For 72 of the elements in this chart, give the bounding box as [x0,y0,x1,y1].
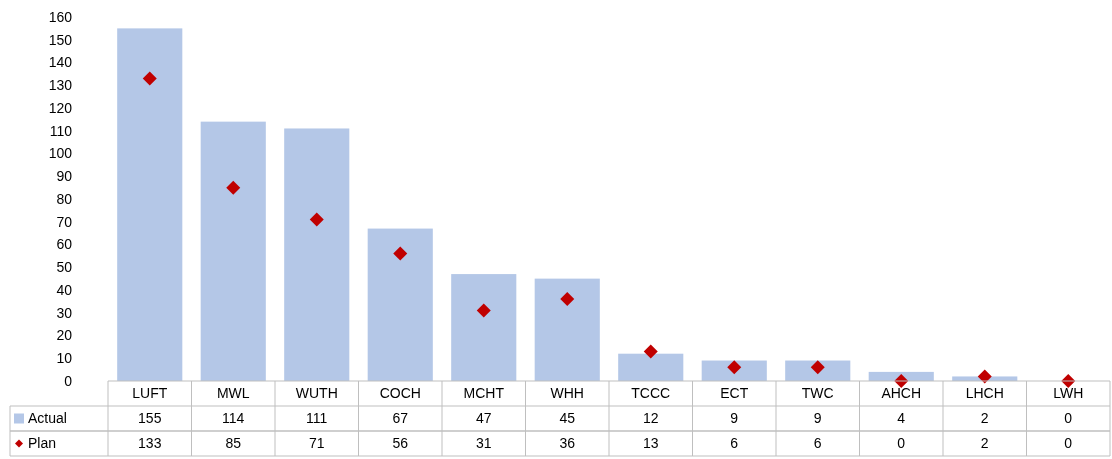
point [727,360,742,375]
data-label: 2 [980,435,989,452]
x-tick-label: TWC [801,385,834,402]
point [226,180,241,195]
y-tick-label: 30 [56,304,73,321]
y-tick-label: 10 [56,350,73,367]
data-label: 133 [138,435,162,452]
data-label: 56 [392,435,409,452]
point [309,212,324,227]
x-tick-label: LWH [1053,385,1084,402]
data-label: 36 [559,435,576,452]
y-tick-label: 110 [49,122,73,139]
point [810,360,825,375]
point [977,369,992,384]
data-label: 67 [392,410,409,427]
data-label: 9 [730,410,739,427]
bar [117,28,183,381]
data-label: 155 [138,410,162,427]
x-tick-label: WUTH [295,385,338,402]
data-label: 111 [306,410,328,427]
x-tick-label: LHCH [965,385,1004,402]
data-label: 6 [730,435,739,452]
data-label: 12 [642,410,659,427]
bar [618,353,684,381]
point [643,344,658,359]
data-label: 71 [308,435,325,452]
x-tick-label: COCH [379,385,421,402]
point [476,303,491,318]
data-label: 9 [813,410,822,427]
data-label: 6 [813,435,822,452]
data-label: 114 [222,410,245,427]
data-label: 47 [475,410,492,427]
data-label: 4 [897,410,906,427]
y-tick-label: 160 [48,8,73,25]
y-tick-label: 0 [64,372,73,389]
data-label: 0 [1064,410,1073,427]
data-label: 85 [225,435,242,452]
y-tick-label: 70 [56,213,73,230]
x-tick-label: MWL [216,385,250,402]
point [560,292,575,307]
data-label: 0 [897,435,906,452]
y-tick-label: 100 [48,145,73,162]
data-label: 0 [1064,435,1073,452]
data-label: 31 [475,435,492,452]
x-tick-label: AHCH [881,385,922,402]
point [393,246,408,261]
x-tick-label: ECT [720,385,749,402]
bar [284,128,350,381]
y-tick-label: 50 [56,259,73,276]
y-tick-label: 40 [56,281,73,298]
y-tick-label: 130 [48,77,73,94]
y-tick-label: 90 [56,168,73,185]
legend-label: Plan [28,435,57,452]
y-tick-label: 150 [48,31,73,48]
y-tick-label: 80 [56,190,73,207]
x-tick-label: WHH [550,385,584,402]
y-tick-label: 20 [56,327,73,344]
bar [200,121,266,381]
point [142,71,157,86]
y-tick-label: 140 [48,54,73,71]
bar [534,278,600,381]
legend-label: Actual [28,410,67,427]
y-tick-label: 120 [48,99,73,116]
bar [367,228,433,381]
bar [451,274,517,381]
x-tick-label: LUFT [132,385,168,402]
x-tick-label: MCHT [463,385,505,402]
data-label: 13 [642,435,659,452]
data-label: 2 [980,410,989,427]
data-label: 45 [559,410,576,427]
x-tick-label: TCCC [631,385,671,402]
y-tick-label: 60 [56,236,73,253]
